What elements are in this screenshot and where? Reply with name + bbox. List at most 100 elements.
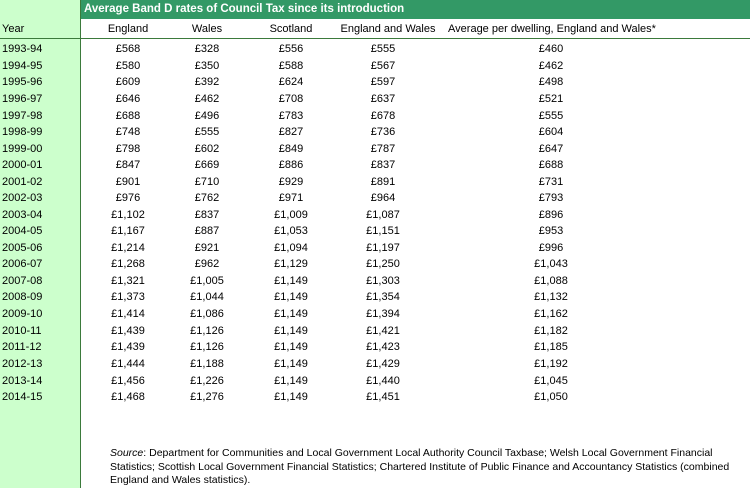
cell-average-per-dwelling: £1,185 [534,341,568,353]
table-title: Average Band D rates of Council Tax sinc… [81,0,750,19]
cell-wales: £837 [194,209,220,221]
cell-wales: £392 [194,76,220,88]
cell-england-and-wales: £1,429 [366,358,400,370]
cell-scotland: £1,149 [274,308,308,320]
cell-scotland: £556 [278,43,304,55]
cell-scotland: £1,149 [274,391,308,403]
cell-england: £1,439 [111,325,145,337]
cell-year: 2007-08 [2,275,43,287]
cell-england-and-wales: £1,440 [366,375,400,387]
cell-england-and-wales: £637 [370,93,396,105]
cell-scotland: £971 [278,192,304,204]
header-row: Year England Wales Scotland England and … [0,20,750,39]
cell-average-per-dwelling: £498 [538,76,564,88]
cell-england: £1,373 [111,291,145,303]
cell-scotland: £886 [278,159,304,171]
cell-england: £901 [115,176,141,188]
cell-wales: £328 [194,43,220,55]
source-text: : Department for Communities and Local G… [110,447,730,486]
cell-year: 1994-95 [2,60,43,72]
cell-england-and-wales: £1,151 [366,225,400,237]
cell-average-per-dwelling: £1,182 [534,325,568,337]
cell-england: £1,439 [111,341,145,353]
cell-england: £1,468 [111,391,145,403]
cell-year: 1996-97 [2,93,43,105]
cell-average-per-dwelling: £1,043 [534,258,568,270]
cell-england-and-wales: £1,087 [366,209,400,221]
cell-wales: £762 [194,192,220,204]
cell-england: £646 [115,93,141,105]
cell-average-per-dwelling: £555 [538,110,564,122]
cell-england: £847 [115,159,141,171]
cell-average-per-dwelling: £1,050 [534,391,568,403]
cell-england-and-wales: £1,250 [366,258,400,270]
cell-scotland: £588 [278,60,304,72]
cell-england-and-wales: £678 [370,110,396,122]
cell-england-and-wales: £736 [370,126,396,138]
cell-year: 1997-98 [2,110,43,122]
cell-year: 2002-03 [2,192,43,204]
cell-scotland: £1,149 [274,275,308,287]
cell-england-and-wales: £1,421 [366,325,400,337]
cell-year: 2009-10 [2,308,43,320]
cell-average-per-dwelling: £462 [538,60,564,72]
cell-wales: £350 [194,60,220,72]
header-scotland: Scotland [269,23,313,35]
cell-year: 2001-02 [2,176,43,188]
cell-scotland: £1,149 [274,375,308,387]
cell-scotland: £1,053 [274,225,308,237]
cell-wales: £921 [194,242,220,254]
cell-wales: £1,086 [190,308,224,320]
cell-england-and-wales: £1,394 [366,308,400,320]
cell-year: 2013-14 [2,375,43,387]
cell-year: 2004-05 [2,225,43,237]
cell-scotland: £1,149 [274,325,308,337]
cell-wales: £462 [194,93,220,105]
cell-england: £1,167 [111,225,145,237]
cell-england: £580 [115,60,141,72]
cell-england: £1,214 [111,242,145,254]
cell-average-per-dwelling: £1,132 [534,291,568,303]
source-label: Source [110,447,144,459]
cell-average-per-dwelling: £1,192 [534,358,568,370]
cell-scotland: £1,009 [274,209,308,221]
cell-wales: £1,005 [190,275,224,287]
cell-england-and-wales: £1,451 [366,391,400,403]
cell-year: 1998-99 [2,126,43,138]
cell-england-and-wales: £597 [370,76,396,88]
cell-year: 2011-12 [2,341,42,353]
cell-england: £1,414 [111,308,145,320]
header-wales: Wales [191,23,223,35]
cell-scotland: £783 [278,110,304,122]
cell-england-and-wales: £567 [370,60,396,72]
header-england: England [107,23,149,35]
cell-scotland: £1,149 [274,341,308,353]
cell-england: £1,456 [111,375,145,387]
cell-scotland: £708 [278,93,304,105]
cell-england: £976 [115,192,141,204]
cell-scotland: £1,149 [274,291,308,303]
source-note: Source: Department for Communities and L… [110,447,740,488]
cell-year: 2012-13 [2,358,43,370]
cell-scotland: £929 [278,176,304,188]
cell-wales: £1,126 [190,341,224,353]
cell-england: £609 [115,76,141,88]
cell-scotland: £1,094 [274,242,308,254]
year-column-background [0,0,81,488]
cell-england: £688 [115,110,141,122]
cell-year: 1993-94 [2,43,43,55]
cell-wales: £887 [194,225,220,237]
cell-wales: £1,226 [190,375,224,387]
cell-england: £748 [115,126,141,138]
cell-england: £1,102 [111,209,145,221]
cell-average-per-dwelling: £647 [538,143,564,155]
cell-england-and-wales: £1,197 [366,242,400,254]
cell-england: £1,268 [111,258,145,270]
header-average-per-dwelling: Average per dwelling, England and Wales* [448,23,656,35]
cell-year: 2008-09 [2,291,43,303]
cell-scotland: £1,149 [274,358,308,370]
cell-average-per-dwelling: £688 [538,159,564,171]
cell-wales: £710 [194,176,220,188]
cell-year: 2005-06 [2,242,43,254]
